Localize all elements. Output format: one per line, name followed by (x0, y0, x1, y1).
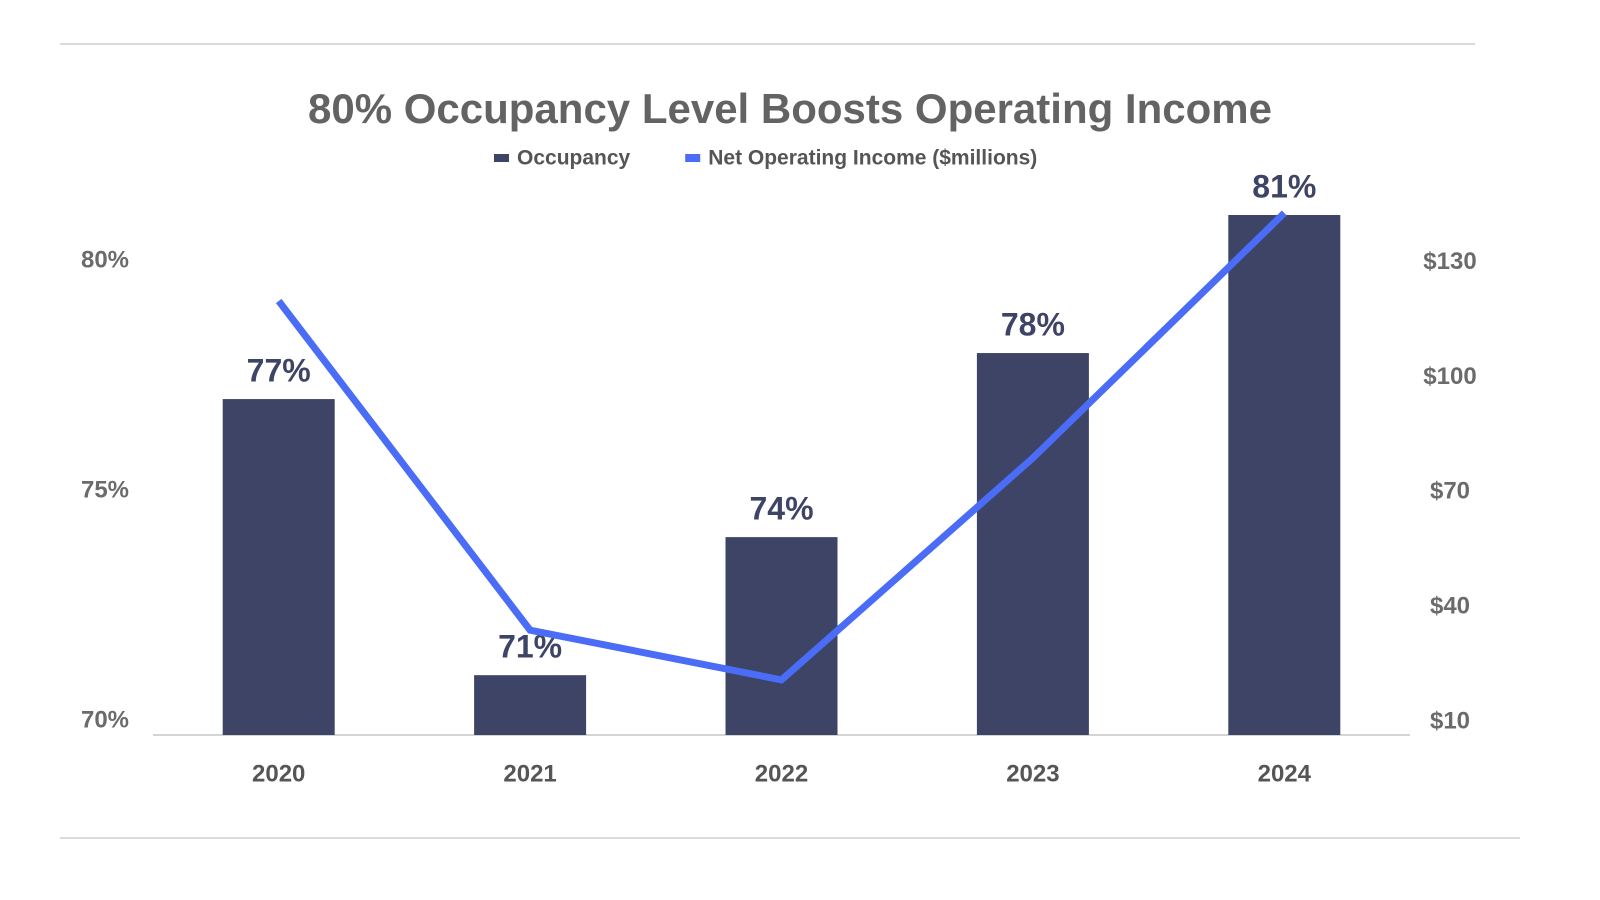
bar (222, 399, 335, 735)
y-tick-label: 80% (81, 246, 129, 273)
legend-swatch (494, 154, 509, 162)
legend-label: Occupancy (517, 147, 631, 170)
y-tick-label: 70% (81, 707, 129, 734)
x-tick-label: 2024 (1258, 760, 1312, 787)
line (275, 210, 1287, 684)
x-tick-label: 2021 (503, 760, 556, 787)
y-tick-label: 75% (81, 476, 129, 503)
y2-tick-label: $70 (1430, 478, 1470, 505)
y2-tick-label: $40 (1430, 593, 1470, 620)
data-label: 77% (247, 353, 311, 389)
x-tick-label: 2022 (755, 760, 808, 787)
bar (474, 675, 587, 735)
legend-swatch (685, 154, 701, 162)
x-tick-label: 2023 (1006, 760, 1059, 787)
data-label: 74% (749, 491, 813, 527)
y2-tick-label: $100 (1423, 363, 1476, 390)
bar (725, 537, 838, 735)
data-label: 81% (1252, 168, 1316, 204)
bar (1228, 215, 1341, 735)
y2-tick-label: $130 (1423, 248, 1476, 275)
data-label: 78% (1001, 307, 1065, 343)
bar (976, 353, 1089, 735)
x-tick-label: 2020 (252, 760, 305, 787)
legend-label: Net Operating Income ($millions) (708, 147, 1037, 170)
chart-title: 80% Occupancy Level Boosts Operating Inc… (308, 85, 1272, 132)
y2-tick-label: $10 (1430, 707, 1470, 734)
